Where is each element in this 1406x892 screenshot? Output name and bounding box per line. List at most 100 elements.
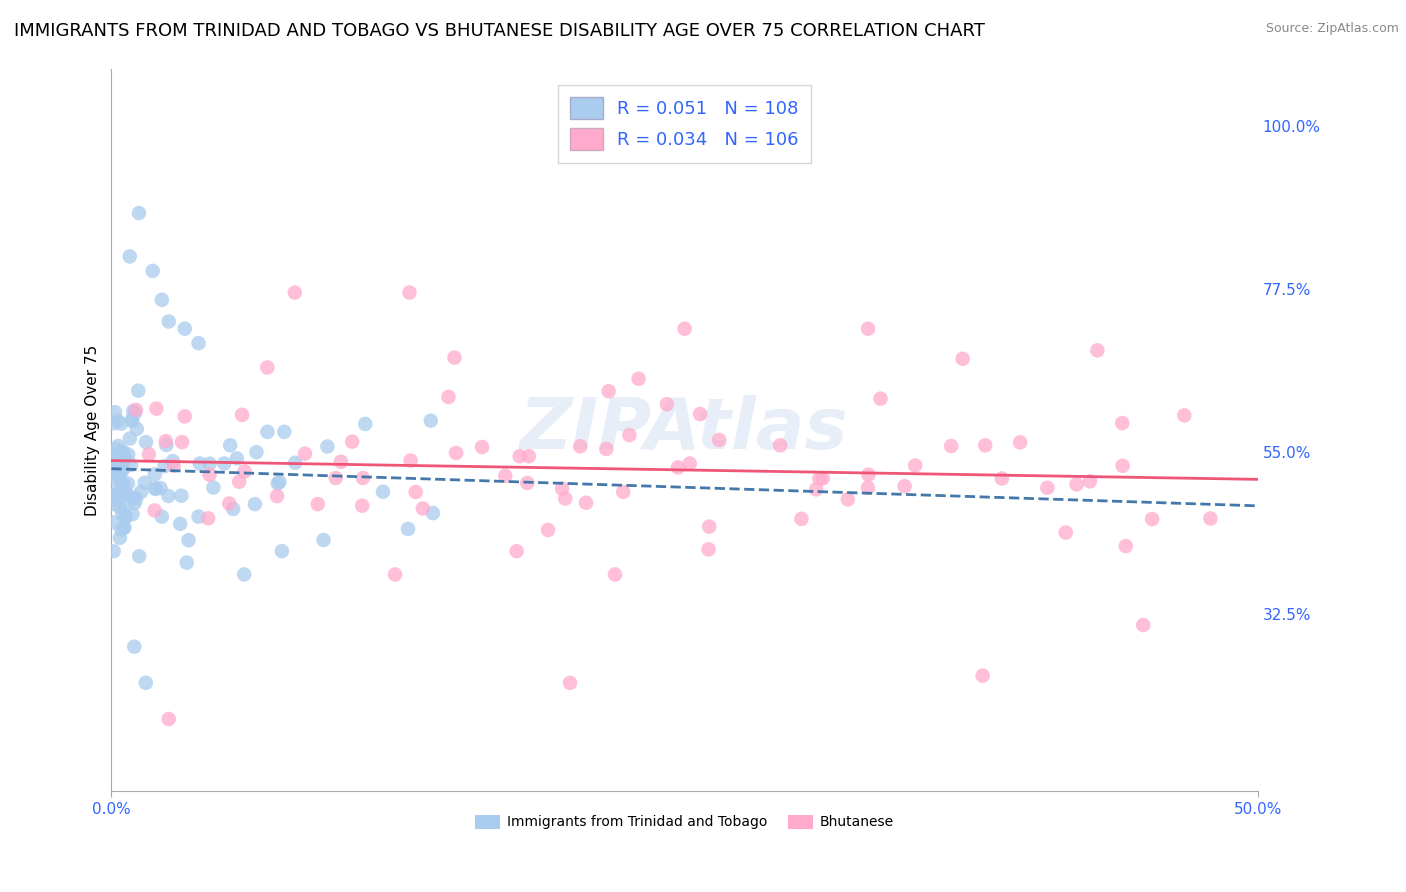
- Point: [284, 285, 307, 300]
- Point: [245, 445, 267, 459]
- Point: [405, 485, 427, 500]
- Point: [118, 249, 141, 263]
- Point: [551, 482, 574, 496]
- Point: [111, 454, 134, 468]
- Point: [627, 372, 650, 386]
- Point: [153, 459, 176, 474]
- Point: [340, 434, 363, 449]
- Point: [122, 404, 145, 418]
- Point: [111, 508, 134, 522]
- Point: [398, 285, 420, 300]
- Point: [108, 474, 131, 488]
- Point: [233, 464, 256, 478]
- Point: [952, 351, 974, 366]
- Point: [505, 544, 527, 558]
- Point: [569, 439, 592, 453]
- Text: Source: ZipAtlas.com: Source: ZipAtlas.com: [1265, 22, 1399, 36]
- Point: [396, 522, 419, 536]
- Point: [325, 471, 347, 485]
- Point: [1173, 409, 1195, 423]
- Point: [689, 407, 711, 421]
- Point: [673, 322, 696, 336]
- Point: [108, 469, 131, 483]
- Point: [150, 509, 173, 524]
- Point: [188, 457, 211, 471]
- Point: [256, 360, 278, 375]
- Point: [769, 438, 792, 452]
- Point: [329, 455, 352, 469]
- Point: [149, 481, 172, 495]
- Point: [697, 519, 720, 533]
- Point: [219, 438, 242, 452]
- Point: [105, 492, 128, 507]
- Point: [125, 422, 148, 436]
- Point: [222, 502, 245, 516]
- Point: [117, 476, 139, 491]
- Point: [173, 322, 195, 336]
- Point: [354, 417, 377, 431]
- Point: [111, 447, 134, 461]
- Point: [143, 503, 166, 517]
- Point: [120, 458, 142, 472]
- Point: [112, 521, 135, 535]
- Point: [143, 467, 166, 482]
- Point: [135, 676, 157, 690]
- Point: [266, 489, 288, 503]
- Point: [697, 542, 720, 557]
- Point: [162, 454, 184, 468]
- Point: [198, 467, 221, 482]
- Point: [284, 456, 307, 470]
- Point: [1085, 343, 1108, 358]
- Point: [128, 206, 150, 220]
- Point: [273, 425, 295, 439]
- Point: [595, 442, 617, 456]
- Point: [316, 440, 339, 454]
- Point: [619, 428, 641, 442]
- Point: [837, 492, 859, 507]
- Point: [104, 451, 127, 466]
- Point: [127, 384, 149, 398]
- Point: [666, 460, 689, 475]
- Point: [155, 438, 177, 452]
- Point: [443, 351, 465, 365]
- Point: [233, 567, 256, 582]
- Point: [142, 264, 165, 278]
- Point: [104, 405, 127, 419]
- Point: [509, 449, 531, 463]
- Point: [808, 471, 831, 485]
- Point: [558, 676, 581, 690]
- Point: [170, 489, 193, 503]
- Point: [419, 414, 441, 428]
- Point: [790, 512, 813, 526]
- Point: [444, 446, 467, 460]
- Point: [118, 432, 141, 446]
- Point: [399, 453, 422, 467]
- Point: [603, 567, 626, 582]
- Point: [352, 471, 374, 485]
- Point: [138, 447, 160, 461]
- Point: [114, 508, 136, 523]
- Point: [371, 484, 394, 499]
- Point: [110, 523, 132, 537]
- Point: [243, 497, 266, 511]
- Point: [107, 468, 129, 483]
- Point: [1066, 477, 1088, 491]
- Point: [103, 448, 125, 462]
- Point: [112, 476, 135, 491]
- Text: IMMIGRANTS FROM TRINIDAD AND TOBAGO VS BHUTANESE DISABILITY AGE OVER 75 CORRELAT: IMMIGRANTS FROM TRINIDAD AND TOBAGO VS B…: [14, 22, 986, 40]
- Point: [124, 496, 146, 510]
- Point: [114, 500, 136, 514]
- Point: [1054, 525, 1077, 540]
- Point: [312, 533, 335, 547]
- Point: [1111, 416, 1133, 430]
- Point: [231, 408, 253, 422]
- Point: [202, 481, 225, 495]
- Point: [858, 467, 880, 482]
- Point: [108, 500, 131, 515]
- Point: [145, 482, 167, 496]
- Point: [177, 533, 200, 548]
- Point: [107, 439, 129, 453]
- Point: [198, 457, 221, 471]
- Point: [226, 451, 249, 466]
- Point: [1010, 435, 1032, 450]
